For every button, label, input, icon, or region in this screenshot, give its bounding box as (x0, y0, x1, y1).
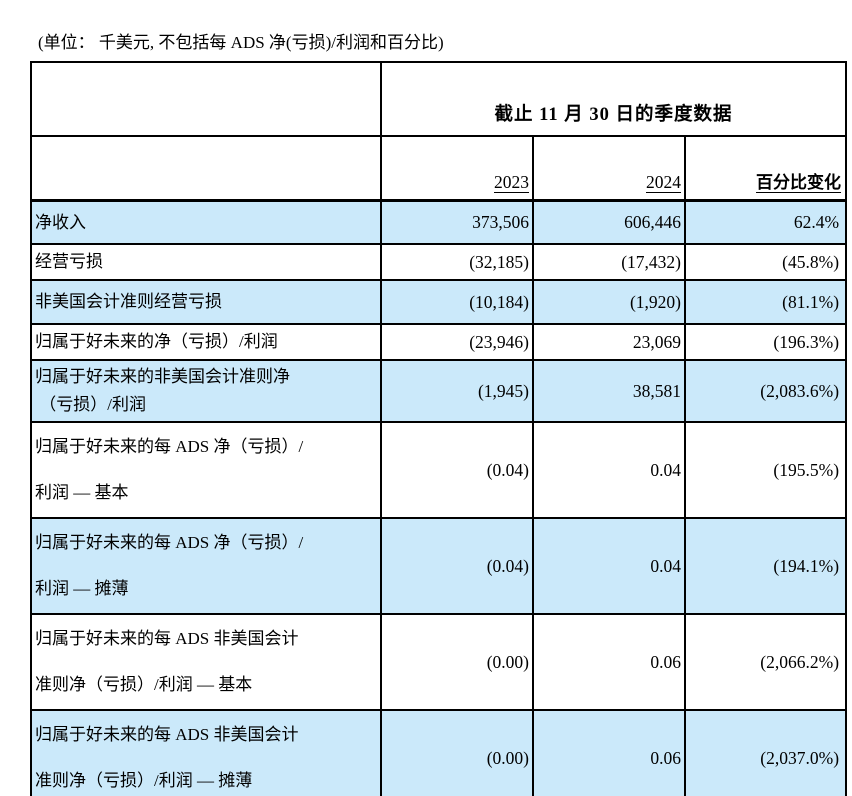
value-2023: (0.00) (380, 613, 534, 711)
row-label: 归属于好未来的每 ADS 净（亏损）/ 利润 — 摊薄 (30, 517, 382, 615)
value-2023: (23,946) (380, 323, 534, 361)
column-header-row: 2023 2024 百分比变化 (30, 135, 848, 202)
table-row-ads-non-gaap-diluted: 归属于好未来的每 ADS 非美国会计 准则净（亏损）/利润 — 摊薄 (0.00… (30, 709, 848, 796)
row-label: 净收入 (30, 199, 382, 245)
row-label: 归属于好未来的每 ADS 净（亏损）/ 利润 — 基本 (30, 421, 382, 519)
row-label: 经营亏损 (30, 243, 382, 281)
value-2024: 23,069 (532, 323, 686, 361)
table-row-net-loss-income: 归属于好未来的净（亏损）/利润 (23,946) 23,069 (196.3%) (30, 323, 848, 361)
value-2024: (17,432) (532, 243, 686, 281)
table-row-non-gaap-operating-loss: 非美国会计准则经营亏损 (10,184) (1,920) (81.1%) (30, 279, 848, 325)
value-pct: 62.4% (683, 199, 848, 245)
value-2024: 38,581 (532, 359, 686, 423)
value-pct: (45.8%) (683, 243, 848, 281)
column-header-pct-change: 百分比变化 (683, 135, 848, 202)
value-2023: (1,945) (380, 359, 534, 423)
header-corner-cell-2 (30, 135, 382, 202)
value-pct: (194.1%) (683, 517, 848, 615)
units-caption: (单位： 千美元, 不包括每 ADS 净(亏损)/利润和百分比) (38, 33, 444, 52)
value-pct: (2,066.2%) (683, 613, 848, 711)
value-2024: 606,446 (532, 199, 686, 245)
value-2024: 0.06 (532, 709, 686, 796)
column-header-2024: 2024 (532, 135, 686, 202)
value-2024: 0.06 (532, 613, 686, 711)
value-2023: (0.00) (380, 709, 534, 796)
value-pct: (195.5%) (683, 421, 848, 519)
row-label: 归属于好未来的每 ADS 非美国会计 准则净（亏损）/利润 — 基本 (30, 613, 382, 711)
header-corner-cell (30, 61, 382, 137)
value-2024: 0.04 (532, 517, 686, 615)
row-label: 归属于好未来的净（亏损）/利润 (30, 323, 382, 361)
value-2023: (0.04) (380, 517, 534, 615)
row-label: 归属于好未来的每 ADS 非美国会计 准则净（亏损）/利润 — 摊薄 (30, 709, 382, 796)
value-2023: 373,506 (380, 199, 534, 245)
value-pct: (196.3%) (683, 323, 848, 361)
table-row-ads-net-diluted: 归属于好未来的每 ADS 净（亏损）/ 利润 — 摊薄 (0.04) 0.04 … (30, 517, 848, 615)
table-row-ads-net-basic: 归属于好未来的每 ADS 净（亏损）/ 利润 — 基本 (0.04) 0.04 … (30, 421, 848, 519)
row-label: 归属于好未来的非美国会计准则净 （亏损）/利润 (30, 359, 382, 423)
table-row-net-revenue: 净收入 373,506 606,446 62.4% (30, 199, 848, 245)
span-header-cell: 截止 11 月 30 日的季度数据 (379, 61, 848, 137)
row-label: 非美国会计准则经营亏损 (30, 279, 382, 325)
value-2023: (0.04) (380, 421, 534, 519)
table-row-ads-non-gaap-basic: 归属于好未来的每 ADS 非美国会计 准则净（亏损）/利润 — 基本 (0.00… (30, 613, 848, 711)
value-pct: (2,083.6%) (683, 359, 848, 423)
column-header-2023: 2023 (380, 135, 534, 202)
span-header-row: 截止 11 月 30 日的季度数据 (30, 61, 848, 137)
table-row-non-gaap-net-loss-income: 归属于好未来的非美国会计准则净 （亏损）/利润 (1,945) 38,581 (… (30, 359, 848, 423)
quarterly-results-table: 截止 11 月 30 日的季度数据 2023 2024 百分比变化 净收入 37… (30, 61, 848, 796)
value-2024: (1,920) (532, 279, 686, 325)
value-pct: (2,037.0%) (683, 709, 848, 796)
value-pct: (81.1%) (683, 279, 848, 325)
value-2023: (10,184) (380, 279, 534, 325)
value-2024: 0.04 (532, 421, 686, 519)
value-2023: (32,185) (380, 243, 534, 281)
table-row-operating-loss: 经营亏损 (32,185) (17,432) (45.8%) (30, 243, 848, 281)
